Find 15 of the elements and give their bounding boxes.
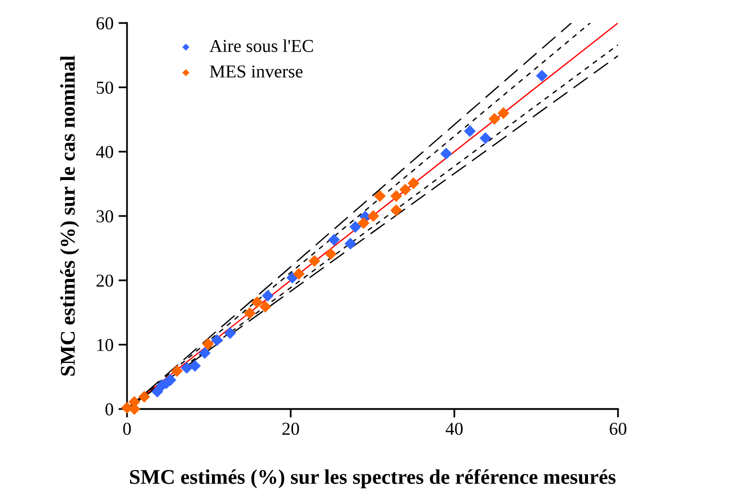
y-axis-title: SMC estimés (%) sur le cas nominal [60,56,80,376]
x-tick-label: 60 [610,422,626,435]
legend-label: MES inverse [210,65,302,78]
y-tick-label: 50 [96,82,114,94]
x-tick-label: 0 [123,422,131,435]
x-axis-title: SMC estimés (%) sur les spectres de référence mesurés [130,469,616,488]
x-tick-label: 40 [446,422,463,435]
legend-label: Aire sous l'EC [210,39,313,52]
y-tick-label: 60 [96,17,114,30]
x-tick-label: 20 [282,422,300,435]
y-tick-label: 40 [96,146,114,158]
y-tick-label: 20 [96,274,114,287]
y-tick-label: 0 [105,403,114,416]
y-tick-label: 30 [96,210,114,222]
y-tick-label: 10 [97,338,114,352]
